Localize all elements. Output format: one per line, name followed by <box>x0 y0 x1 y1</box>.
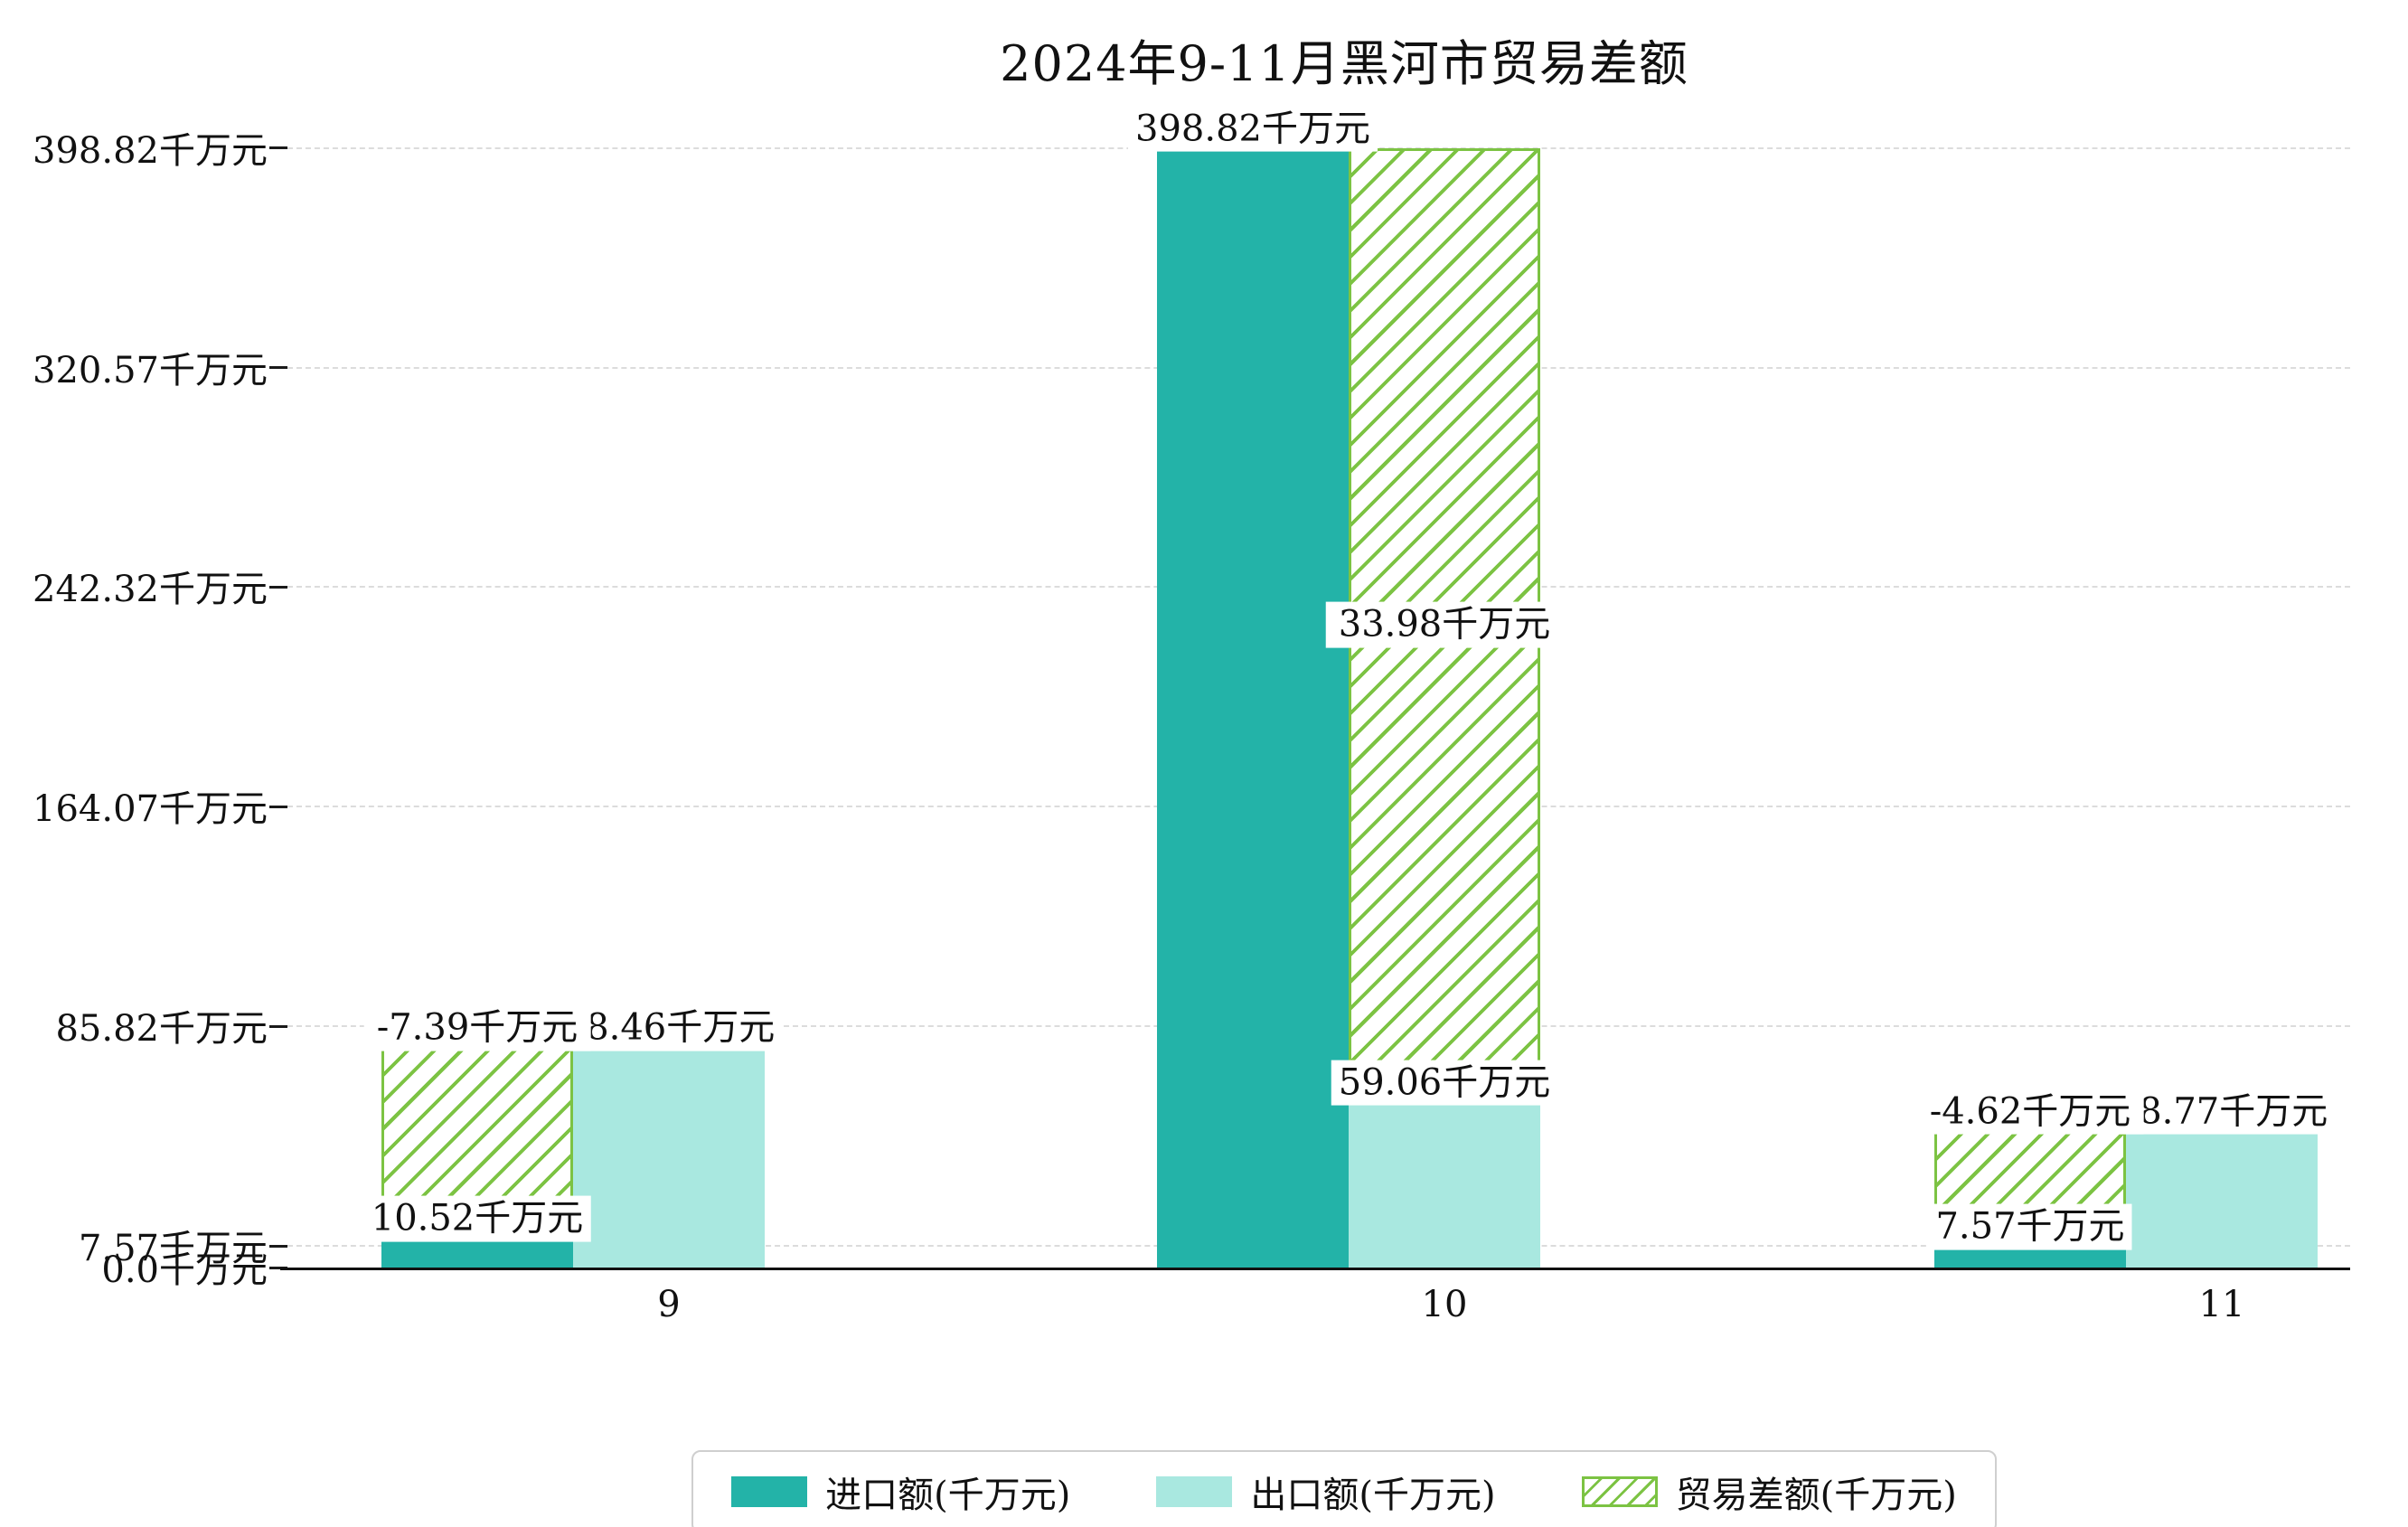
legend-item-export: 出口额(千万元) <box>1156 1466 1496 1518</box>
legend-swatch-import-icon <box>731 1476 808 1507</box>
bar-import <box>1157 147 1349 1268</box>
legend-swatch-export-icon <box>1156 1476 1233 1507</box>
legend-swatch-balance-icon <box>1581 1476 1658 1507</box>
bar-import <box>1934 1246 2126 1268</box>
export-value-label: 48.77千万元 <box>2108 1089 2336 1135</box>
bar-import <box>381 1238 573 1268</box>
bar-export <box>1349 1101 1540 1268</box>
y-tick-label: 320.57千万元 <box>33 349 268 391</box>
y-tick-mark <box>269 805 287 808</box>
y-tick-mark <box>269 146 287 149</box>
legend-label-import: 进口额(千万元) <box>825 1475 1071 1516</box>
y-tick-label: 242.32千万元 <box>33 569 268 611</box>
x-tick-label: 11 <box>2198 1284 2245 1325</box>
x-tick-label: 9 <box>657 1284 681 1325</box>
export-value-label: 78.46千万元 <box>555 1004 783 1051</box>
import-value-label: 10.52千万元 <box>363 1195 591 1242</box>
y-tick-label: 164.07千万元 <box>33 788 268 831</box>
legend-label-balance: 贸易差额(千万元) <box>1675 1475 1957 1516</box>
balance-value-label: -4.62千万元 <box>1916 1089 2144 1135</box>
bar-export <box>573 1047 765 1268</box>
y-tick-mark <box>269 1266 287 1269</box>
export-value-label: 59.06千万元 <box>1331 1060 1558 1106</box>
import-value-label: 7.57千万元 <box>1928 1204 2132 1250</box>
legend: 进口额(千万元) 出口额(千万元) 贸易差额(千万元) <box>691 1450 1997 1527</box>
balance-value-label: -7.39千万元 <box>363 1004 591 1051</box>
y-tick-mark <box>269 1024 287 1028</box>
x-tick-label: 10 <box>1421 1284 1468 1325</box>
import-value-label: 398.82千万元 <box>1128 106 1378 152</box>
legend-item-import: 进口额(千万元) <box>731 1466 1070 1518</box>
y-tick-label: 398.82千万元 <box>33 129 268 172</box>
y-tick-label: 85.82千万元 <box>55 1008 268 1051</box>
balance-value-label: 33.98千万元 <box>1325 601 1564 648</box>
y-tick-mark <box>269 1244 287 1248</box>
legend-label-export: 出口额(千万元) <box>1250 1475 1496 1516</box>
legend-wrap: 进口额(千万元) 出口额(千万元) 贸易差额(千万元) <box>280 1450 2408 1527</box>
y-tick-mark <box>269 585 287 589</box>
chart-title: 2024年9-11月黑河市贸易差额 <box>1000 35 1688 92</box>
bar-export <box>2126 1130 2318 1268</box>
x-axis-line <box>280 1268 2350 1270</box>
y-tick-label: 7.57千万元 <box>78 1228 268 1270</box>
y-tick-mark <box>269 366 287 369</box>
y-tick-label: 0.0千万元 <box>101 1249 268 1291</box>
legend-item-balance: 贸易差额(千万元) <box>1581 1466 1957 1518</box>
